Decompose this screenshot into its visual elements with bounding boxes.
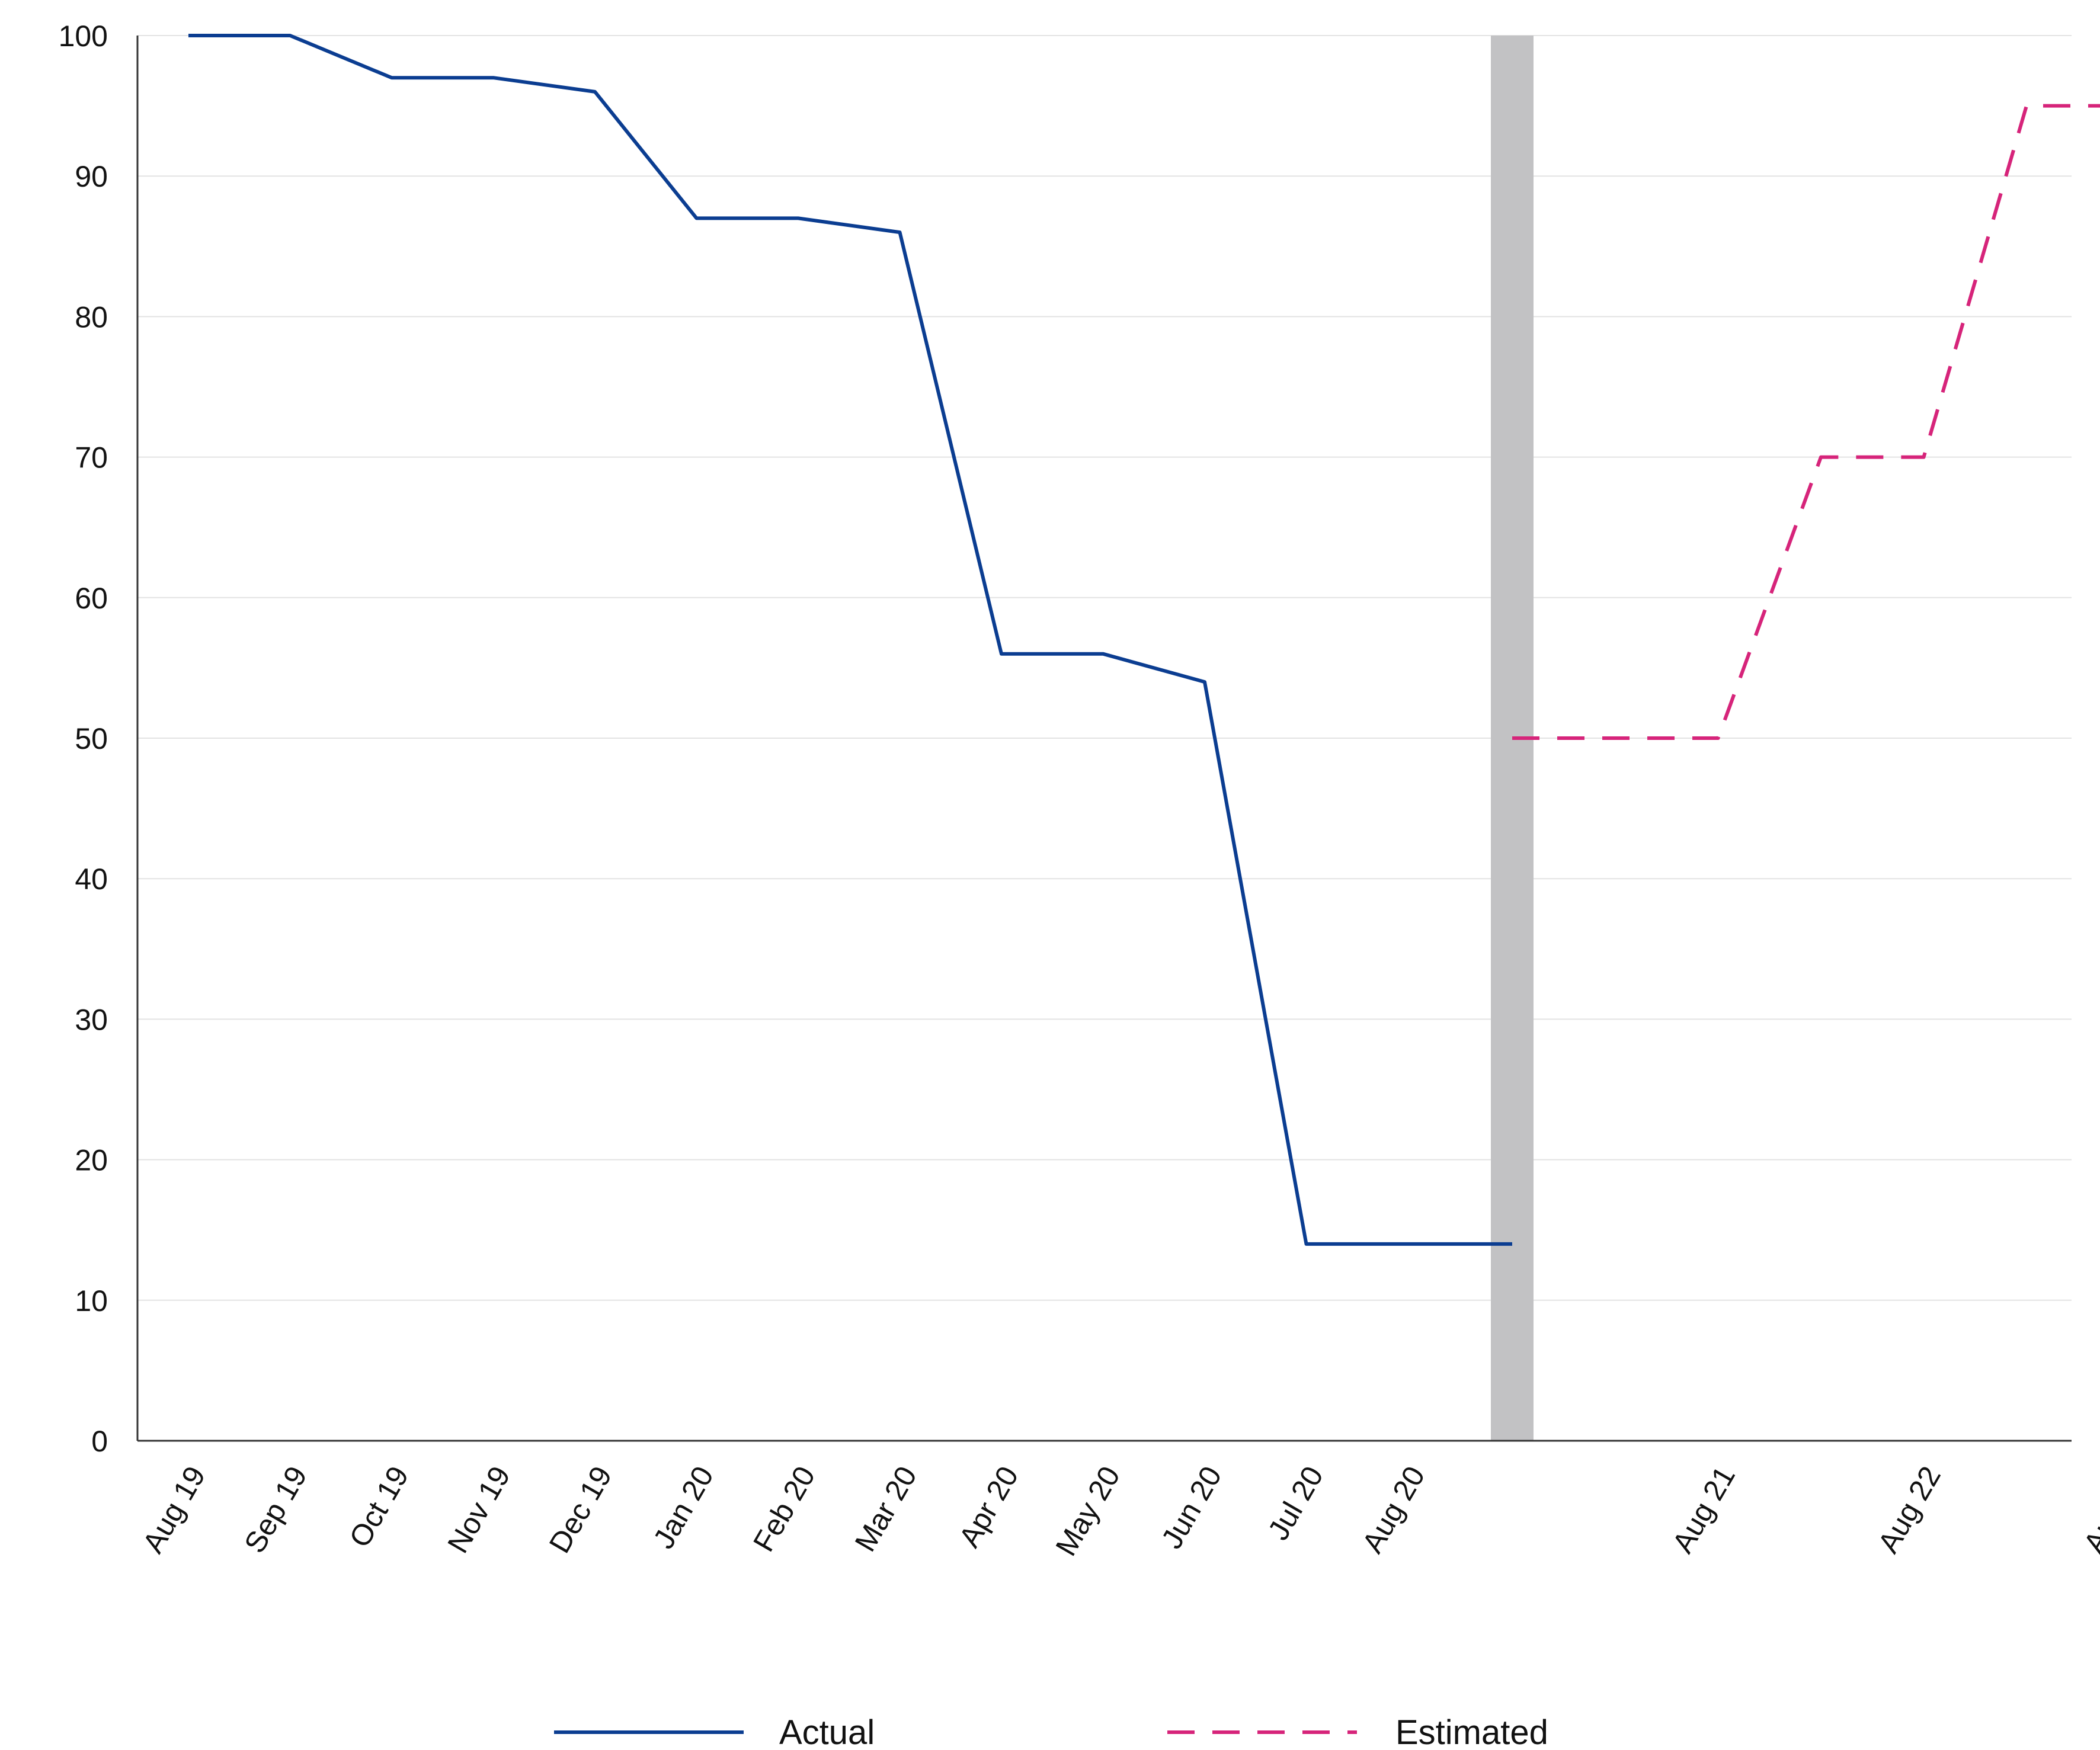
- x-tick-label: Sep 19: [238, 1461, 313, 1559]
- x-tick-label: Aug 21: [1666, 1461, 1742, 1559]
- x-tick-label: Feb 20: [747, 1461, 821, 1557]
- y-tick-label: 80: [75, 300, 108, 334]
- y-tick-label: 70: [75, 441, 108, 475]
- series-line-actual: [188, 34, 1512, 1246]
- x-tick-label: Oct 19: [342, 1461, 415, 1553]
- axes: [136, 36, 2072, 1442]
- y-tick-label: 60: [75, 582, 108, 615]
- y-tick-label: 40: [75, 863, 108, 896]
- x-tick-label: Apr 20: [952, 1461, 1025, 1553]
- x-tick-label: May 20: [1049, 1461, 1126, 1562]
- y-tick-label: 90: [75, 160, 108, 193]
- x-tick-label: Aug 20: [1356, 1461, 1432, 1559]
- x-tick-label: Dec 19: [543, 1461, 619, 1559]
- y-tick-label: 0: [91, 1425, 108, 1458]
- x-tick-label: Aug 22: [1871, 1461, 1947, 1559]
- x-tick-labels: Aug 19 Sep 19 Oct 19 Nov 19 Dec 19 Jan 20 Feb …: [136, 1461, 2100, 1562]
- x-tick-label: Jun 20: [1155, 1461, 1228, 1555]
- y-tick-label: 10: [75, 1284, 108, 1318]
- x-tick-label: Nov 19: [441, 1461, 517, 1559]
- x-tick-label: Jul 20: [1262, 1461, 1330, 1546]
- gridlines: [137, 35, 2072, 1301]
- legend: Actual Estimated: [554, 1713, 1548, 1750]
- y-tick-label: 100: [59, 20, 108, 53]
- y-tick-label: 50: [75, 722, 108, 755]
- legend-label-actual: Actual: [779, 1713, 875, 1750]
- y-tick-label: 20: [75, 1144, 108, 1177]
- series-lines: [188, 34, 2100, 1246]
- series-line-estimated: [1512, 104, 2100, 740]
- y-tick-labels: 0 10 20 30 40 50 60 70 80 90 100: [59, 20, 108, 1458]
- x-tick-label: Aug 19: [136, 1461, 212, 1559]
- legend-label-estimated: Estimated: [1395, 1713, 1548, 1750]
- x-tick-label: Mar 20: [849, 1461, 923, 1557]
- x-tick-label: Aug 23: [2077, 1461, 2100, 1559]
- x-tick-label: Jan 20: [646, 1461, 720, 1555]
- y-tick-label: 30: [75, 1003, 108, 1036]
